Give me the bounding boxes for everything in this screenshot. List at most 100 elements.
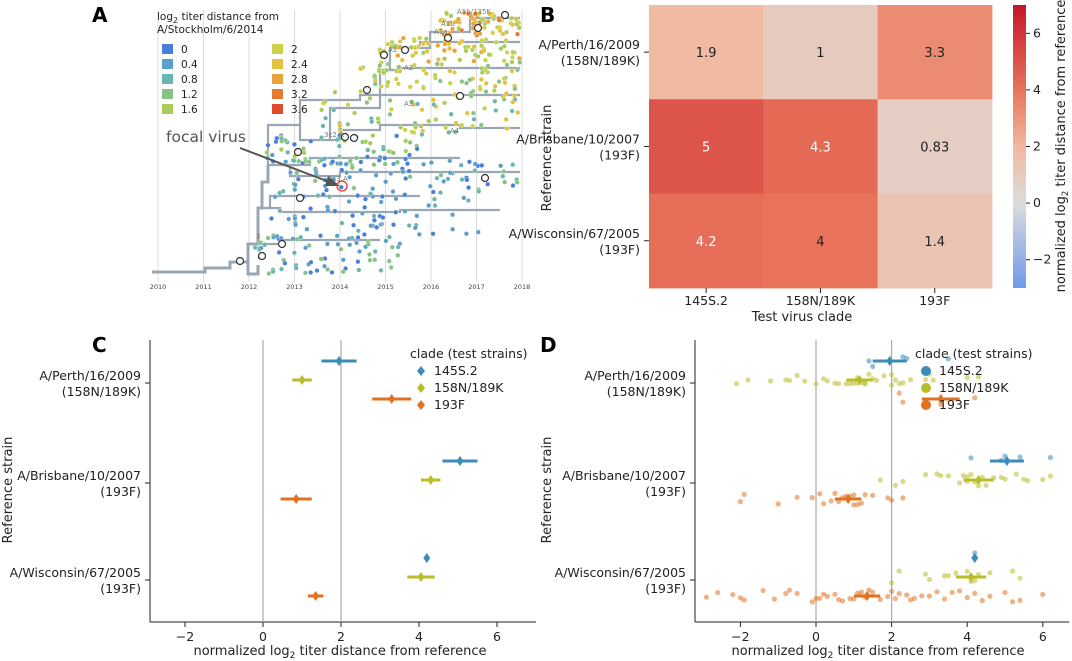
tree-node-marker [500,10,510,20]
tree-tip [393,76,399,82]
tree-tip [470,21,476,27]
tree-tip [432,75,438,81]
tree-tip [432,203,438,209]
tree-tip [264,150,270,155]
tree-tip [458,162,464,168]
tree-tip [400,35,406,41]
panel-c-y-label: Reference strain [1,437,16,544]
tree-tip [292,182,298,188]
tree-tip [265,142,271,148]
heatmap-cell [877,5,993,100]
panel-label-d: D [540,333,557,357]
heatmap-cell-value: 1 [816,46,824,61]
tree-tip [368,223,374,229]
data-point [866,587,872,593]
tree-tip [431,196,437,202]
tree-tip [388,171,394,176]
tree-tip [501,43,507,49]
heatmap-cell-value: 0.83 [920,140,949,155]
tree-tip [292,187,298,193]
mean-marker [1003,456,1011,466]
data-point [983,482,989,488]
data-point [1040,477,1046,483]
legend-swatch [162,44,173,54]
heatmap-cell [877,99,993,195]
tree-tip [465,44,471,50]
x-tick-label: 4 [963,629,971,644]
x-tick-label: 0 [812,629,820,644]
legend-label: 145S.2 [434,363,478,378]
tree-tip [483,80,489,86]
tree-tip [291,250,297,256]
tree-tip [390,150,396,156]
tree-tip [336,154,342,160]
tree-tip [398,124,404,130]
tree-tip [510,49,516,55]
tree-tip [303,245,309,251]
tree-tip [483,89,489,95]
tree-tip [464,177,470,183]
data-point [768,378,774,384]
tree-tip [351,185,357,191]
heatmap-cell-value: 1.9 [696,46,717,61]
tree-tip [301,150,307,156]
heatmap-cell [763,193,879,289]
tree-tip [471,44,477,50]
tree-tip [258,245,264,251]
tree-tip [435,57,441,62]
data-point [941,596,948,602]
data-point [945,573,951,579]
data-point [1010,599,1016,605]
tree-tip [513,17,519,23]
tree-tip [509,68,515,74]
data-point [741,491,747,497]
data-point [877,596,883,603]
tree-tip [475,53,481,59]
tree-tip [430,189,436,195]
x-tick-label: 2 [888,629,896,644]
x-tick-label: 2 [337,629,345,644]
legend-label: 0.8 [181,74,198,86]
tree-tip [463,231,469,237]
data-point [1013,471,1019,477]
focal-virus-marker [336,180,348,192]
tree-tip [477,86,483,92]
tree-tip [393,43,399,49]
legend-swatch [162,89,173,99]
legend-label: 193F [434,397,465,412]
tree-tip [412,225,418,231]
legend-marker [921,400,931,410]
tree-tip [320,192,326,197]
tree-tip [399,57,405,63]
data-point [734,381,740,387]
tree-tip [293,222,299,228]
mean-marker [937,394,945,404]
data-point [919,593,925,599]
tree-tip [501,76,507,82]
tree-tip [407,84,413,90]
tree-tip [279,266,284,272]
tree-tip [395,53,401,58]
tree-tip [300,146,306,152]
tree-tip [482,105,488,111]
legend-label: 193F [939,397,970,412]
tree-tip [457,40,463,46]
data-point [847,596,853,602]
data-point [794,494,800,500]
reference-strain-label: A/Wisconsin/67/2005 [509,226,640,241]
clade-label: A1b [441,20,455,28]
data-point [813,381,819,387]
legend-swatch [272,104,283,114]
colorbar-ticks: 6 4 2 0 −2 [1026,25,1051,267]
x-tick-label: −2 [176,629,194,644]
tree-tip [438,190,443,196]
tree-tip [503,90,509,96]
legend-marker [921,383,931,393]
tree-tip [367,252,372,257]
data-point [900,399,906,405]
tree-tip [391,161,396,167]
tree-tip [308,270,314,275]
data-point [851,492,857,498]
tree-tip [459,79,465,85]
test-clade-label: 193F [919,293,950,308]
